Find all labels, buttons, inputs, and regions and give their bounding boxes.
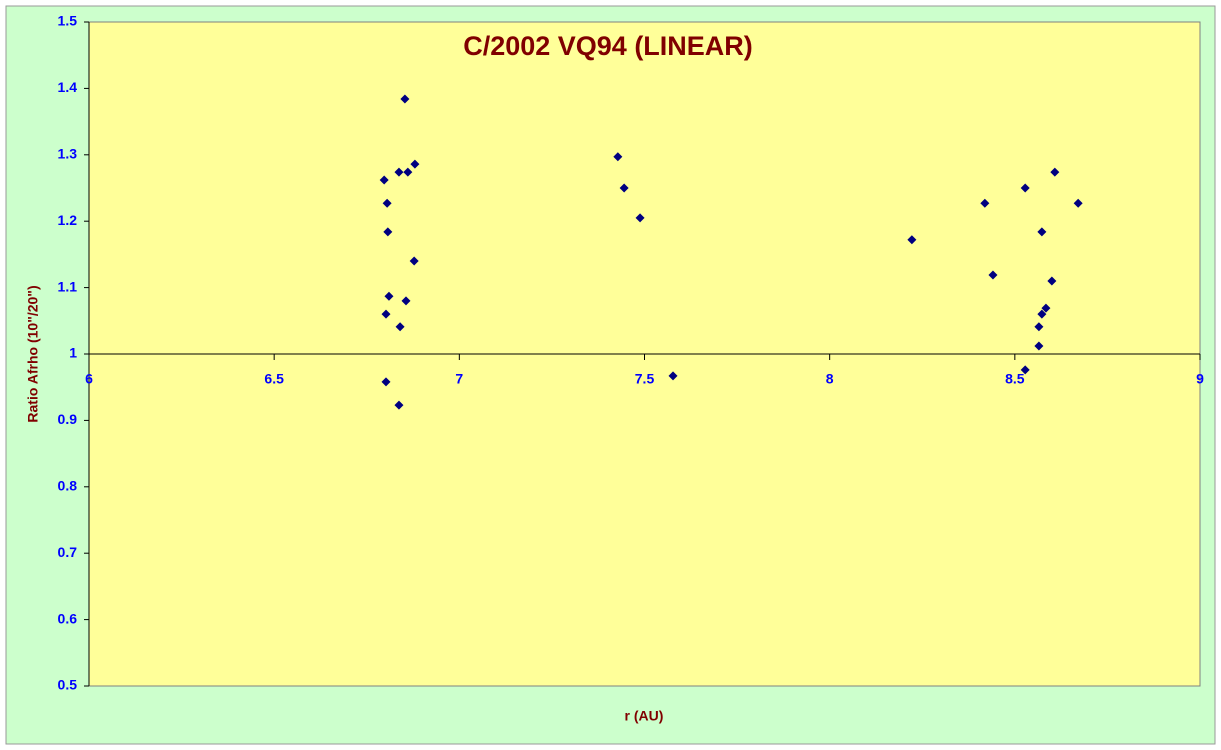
point: [1020, 183, 1030, 193]
point: [1073, 198, 1083, 208]
y-tick-label: 1.3: [58, 146, 78, 162]
point: [383, 227, 393, 237]
x-tick-label: 9: [1196, 371, 1204, 387]
point: [1037, 309, 1047, 319]
point: [381, 309, 391, 319]
x-tick-label: 8: [826, 371, 834, 387]
x-tick-label: 6.5: [264, 371, 284, 387]
point: [668, 371, 678, 381]
point: [395, 322, 405, 332]
point: [619, 183, 629, 193]
chart-title: C/2002 VQ94 (LINEAR): [463, 31, 753, 61]
x-tick-label: 8.5: [1005, 371, 1025, 387]
x-tick-label: 7.5: [635, 371, 655, 387]
point: [400, 94, 410, 104]
x-tick-label: 6: [85, 371, 93, 387]
y-tick-label: 1.5: [58, 13, 78, 29]
y-tick-label: 0.6: [58, 610, 78, 626]
point: [907, 235, 917, 245]
point: [410, 159, 420, 169]
x-tick-label: 7: [455, 371, 463, 387]
point: [1041, 303, 1051, 313]
point: [403, 167, 413, 177]
y-tick-label: 1.2: [58, 212, 78, 228]
x-axis-title: r (AU): [625, 708, 664, 724]
point: [1050, 167, 1060, 177]
y-axis-title: Ratio Afrho (10"/20"): [25, 285, 41, 422]
point: [1047, 276, 1057, 286]
y-tick-label: 1.4: [58, 79, 78, 95]
y-tick-label: 1: [69, 345, 77, 361]
y-tick-label: 1.1: [58, 278, 78, 294]
point: [988, 270, 998, 280]
point: [1037, 227, 1047, 237]
y-tick-label: 0.8: [58, 478, 78, 494]
point: [635, 213, 645, 223]
point: [1034, 322, 1044, 332]
y-tick-label: 0.9: [58, 411, 78, 427]
point: [381, 377, 391, 387]
point: [382, 198, 392, 208]
y-tick-label: 0.7: [58, 544, 78, 560]
point: [409, 256, 419, 266]
point: [379, 175, 389, 185]
point: [1020, 365, 1030, 375]
point: [401, 296, 411, 306]
point: [613, 152, 623, 162]
point: [980, 198, 990, 208]
point: [394, 167, 404, 177]
point: [1034, 341, 1044, 351]
point: [394, 400, 404, 410]
point: [384, 291, 394, 301]
y-tick-label: 0.5: [58, 677, 78, 693]
